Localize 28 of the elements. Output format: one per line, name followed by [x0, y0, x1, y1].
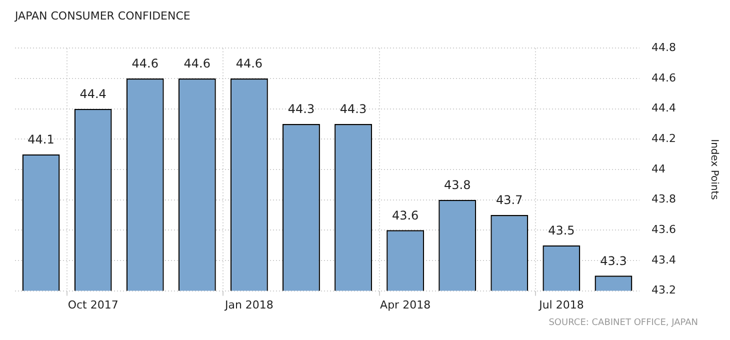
data-label: 43.6	[392, 208, 419, 222]
data-label: 43.5	[548, 223, 575, 238]
data-label: 44.1	[28, 132, 54, 146]
y-tick-label: 43.6	[652, 223, 676, 236]
x-tick-label: Oct 2017	[68, 298, 118, 312]
data-label: 44.6	[132, 56, 158, 71]
data-label: 44.6	[184, 56, 211, 71]
y-tick-label: 44.4	[652, 102, 676, 115]
data-label: 43.8	[444, 178, 471, 192]
data-label: 44.6	[236, 56, 263, 71]
data-label: 44.3	[288, 102, 315, 116]
data-label: 43.7	[496, 193, 523, 208]
y-tick-label: 43.4	[652, 253, 676, 266]
x-tick-label: Jul 2018	[538, 298, 584, 312]
y-tick-label: 44	[652, 162, 666, 176]
y-tick-label: 44.6	[652, 71, 676, 84]
chart-title: JAPAN CONSUMER CONFIDENCE	[14, 9, 190, 22]
data-label: 43.3	[600, 254, 627, 268]
y-axis-title: Index Points	[708, 139, 720, 200]
x-tick-label: Apr 2018	[380, 298, 431, 312]
y-tick-label: 43.8	[652, 192, 676, 206]
y-tick-label: 44.8	[652, 41, 676, 54]
y-tick-label: 43.2	[652, 284, 676, 297]
x-tick-label: Jan 2018	[224, 298, 274, 312]
data-label: 44.4	[80, 86, 106, 101]
data-label: 44.3	[340, 102, 367, 116]
source-note: SOURCE: CABINET OFFICE, JAPAN	[548, 318, 698, 328]
y-tick-label: 44.2	[652, 132, 676, 146]
